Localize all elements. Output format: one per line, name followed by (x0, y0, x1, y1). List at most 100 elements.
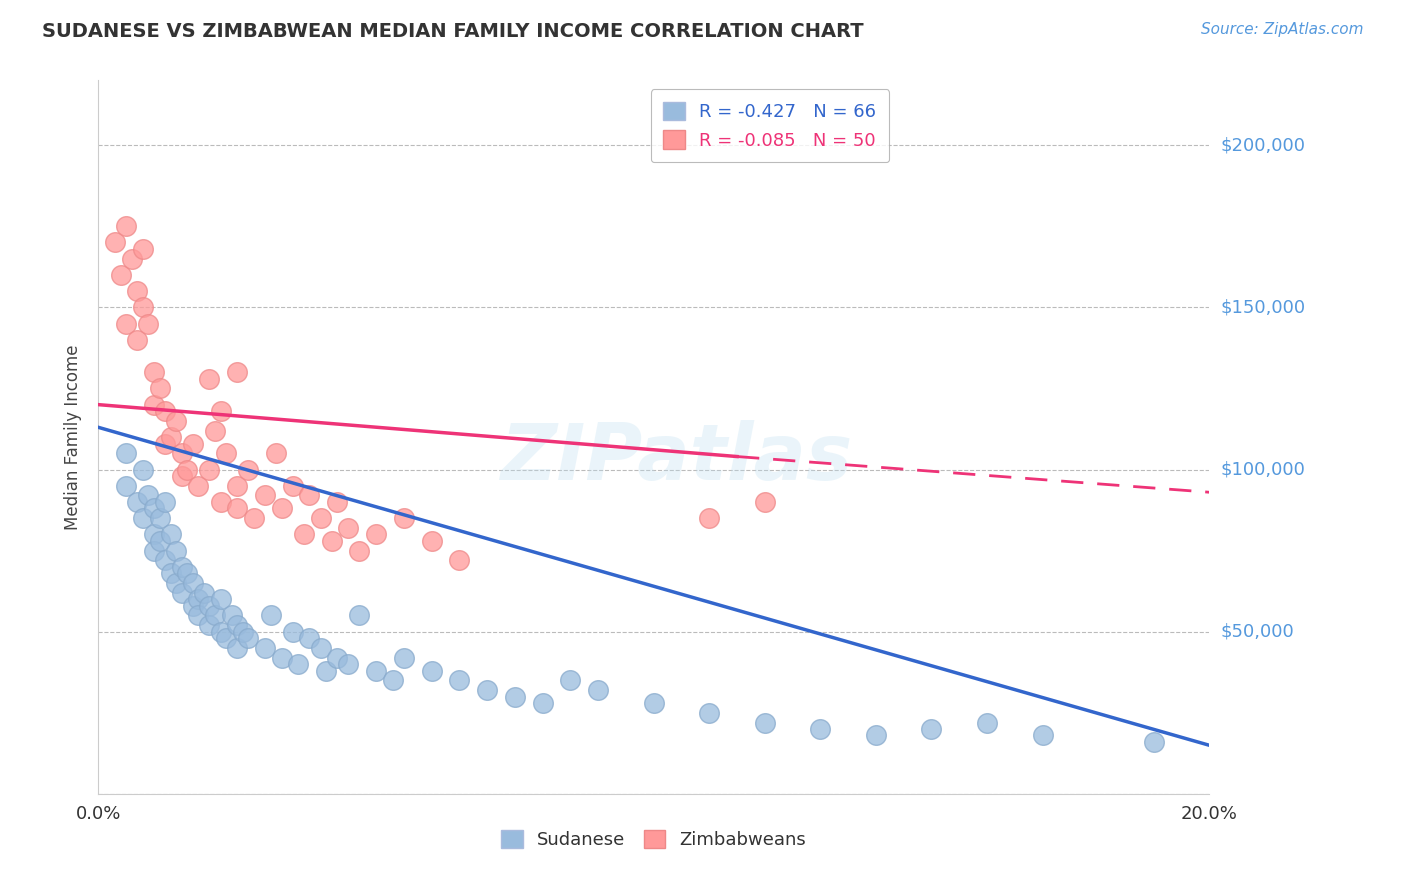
Point (115, 219, 138, 234)
Point (865, 729, 887, 743)
Point (198, 599, 221, 613)
Point (420, 664, 443, 678)
Point (221, 608, 243, 623)
Point (187, 479, 209, 493)
Point (159, 527, 181, 541)
Point (531, 696, 554, 710)
Point (232, 624, 254, 639)
Point (209, 592, 232, 607)
Point (127, 495, 149, 509)
Point (253, 640, 276, 655)
Point (337, 657, 360, 672)
Point (238, 631, 260, 645)
Point (193, 586, 215, 600)
Point (976, 715, 998, 730)
Text: ZIPatlas: ZIPatlas (501, 420, 852, 497)
Point (420, 533, 443, 548)
Point (143, 501, 166, 516)
Point (132, 511, 155, 525)
Point (1143, 735, 1166, 749)
Point (215, 446, 238, 460)
Point (153, 495, 176, 509)
Point (366, 527, 388, 541)
Point (560, 673, 582, 688)
Point (309, 511, 332, 525)
Point (153, 436, 176, 450)
Point (159, 566, 181, 581)
Point (643, 696, 665, 710)
Point (148, 381, 170, 395)
Point (449, 673, 471, 688)
Point (115, 317, 138, 331)
Point (243, 511, 266, 525)
Point (503, 690, 526, 704)
Point (315, 664, 337, 678)
Point (215, 631, 238, 645)
Point (253, 488, 276, 502)
Point (321, 533, 343, 548)
Text: Source: ZipAtlas.com: Source: ZipAtlas.com (1201, 22, 1364, 37)
Text: SUDANESE VS ZIMBABWEAN MEDIAN FAMILY INCOME CORRELATION CHART: SUDANESE VS ZIMBABWEAN MEDIAN FAMILY INC… (42, 22, 863, 41)
Point (115, 479, 138, 493)
Point (132, 301, 155, 315)
Point (209, 495, 232, 509)
Point (187, 608, 209, 623)
Legend: Sudanese, Zimbabweans: Sudanese, Zimbabweans (494, 822, 814, 856)
Point (132, 462, 155, 476)
Point (270, 501, 292, 516)
Point (920, 722, 942, 736)
Point (281, 479, 304, 493)
Point (165, 576, 187, 591)
Point (170, 559, 193, 574)
Point (326, 650, 349, 665)
Point (181, 599, 204, 613)
Point (366, 664, 388, 678)
Point (381, 673, 404, 688)
Point (392, 650, 415, 665)
Point (298, 488, 321, 502)
Point (176, 462, 198, 476)
Point (392, 511, 415, 525)
Point (187, 592, 209, 607)
Point (326, 495, 349, 509)
Point (270, 650, 292, 665)
Point (292, 527, 315, 541)
Point (226, 479, 249, 493)
Point (198, 462, 221, 476)
Point (104, 235, 127, 250)
Point (209, 624, 232, 639)
Point (209, 404, 232, 418)
Point (181, 576, 204, 591)
Point (281, 624, 304, 639)
Point (143, 365, 166, 379)
Point (226, 365, 249, 379)
Point (449, 553, 471, 567)
Point (176, 566, 198, 581)
Point (132, 242, 155, 256)
Text: $200,000: $200,000 (1220, 136, 1305, 154)
Point (475, 683, 499, 698)
Point (143, 398, 166, 412)
Text: $50,000: $50,000 (1220, 623, 1294, 640)
Point (754, 495, 776, 509)
Point (699, 511, 721, 525)
Point (153, 553, 176, 567)
Point (259, 608, 281, 623)
Point (198, 618, 221, 632)
Point (198, 372, 221, 386)
Point (110, 268, 132, 282)
Point (170, 469, 193, 483)
Point (159, 430, 181, 444)
Point (138, 317, 160, 331)
Point (127, 333, 149, 347)
Point (309, 640, 332, 655)
Point (204, 424, 226, 438)
Point (810, 722, 832, 736)
Y-axis label: Median Family Income: Median Family Income (65, 344, 83, 530)
Point (226, 618, 249, 632)
Point (298, 631, 321, 645)
Point (238, 462, 260, 476)
Point (165, 543, 187, 558)
Point (138, 488, 160, 502)
Point (337, 521, 360, 535)
